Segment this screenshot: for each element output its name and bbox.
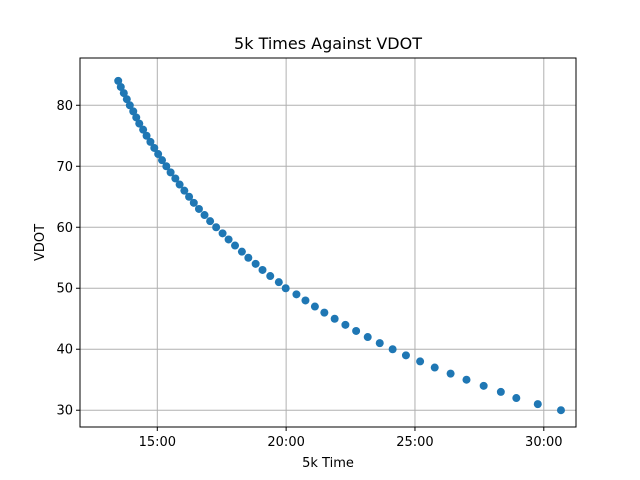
data-point [224,235,233,244]
data-point [533,400,542,409]
data-point [129,107,138,116]
data-point [274,278,283,287]
data-point [479,381,488,390]
data-point [446,369,455,378]
data-point [292,290,301,299]
data-point [189,198,198,207]
data-point [158,156,167,165]
data-point [125,101,134,110]
data-point [194,204,203,213]
data-point [150,143,159,152]
data-point [116,82,125,91]
data-point [363,333,372,342]
data-point [244,253,253,262]
data-point [135,119,144,128]
data-point [237,247,246,256]
x-tick-label: 30:00 [525,435,562,450]
data-point [512,394,521,403]
data-point [166,168,175,177]
data-point [341,320,350,329]
data-point [258,265,267,274]
data-point [330,314,339,323]
data-point [185,192,194,201]
data-point [375,339,384,348]
x-axis-label: 5k Time [302,456,354,471]
data-point [175,180,184,189]
y-tick-label: 70 [56,160,73,175]
plot-area [80,58,576,427]
data-point [171,174,180,183]
data-point [154,150,163,159]
data-point [301,296,310,305]
data-point [119,89,128,98]
x-tick-label: 15:00 [139,435,176,450]
axis-ticks: 15:00 20:00 25:00 30:00 30 40 50 60 70 80 [56,99,562,450]
data-point [114,76,123,85]
data-point [206,217,215,226]
data-point [352,326,361,335]
data-point [462,375,471,384]
data-point [266,272,275,281]
data-point [142,131,151,140]
chart-title: 5k Times Against VDOT [234,34,422,53]
data-point [556,406,565,415]
data-point [212,223,221,232]
data-point [388,345,397,354]
data-point [122,95,131,104]
plot-frame [79,57,577,428]
data-point [310,302,319,311]
data-point [146,137,155,146]
data-point [180,186,189,195]
data-point [401,351,410,360]
data-point [231,241,240,250]
data-points [114,76,565,415]
data-point [320,308,329,317]
data-point [430,363,439,372]
data-point [200,211,209,220]
y-tick-label: 30 [56,404,73,419]
x-tick-label: 20:00 [267,435,304,450]
data-point [218,229,227,238]
data-point [132,113,141,122]
data-point [139,125,148,134]
y-tick-label: 50 [56,282,73,297]
data-point [496,387,505,396]
y-axis-label: VDOT [33,224,48,261]
y-tick-label: 80 [56,99,73,114]
x-tick-label: 25:00 [396,435,433,450]
data-point [251,259,260,268]
y-tick-label: 60 [56,221,73,236]
y-tick-label: 40 [56,343,73,358]
data-point [281,284,290,293]
data-point [162,162,171,171]
data-point [416,357,425,366]
